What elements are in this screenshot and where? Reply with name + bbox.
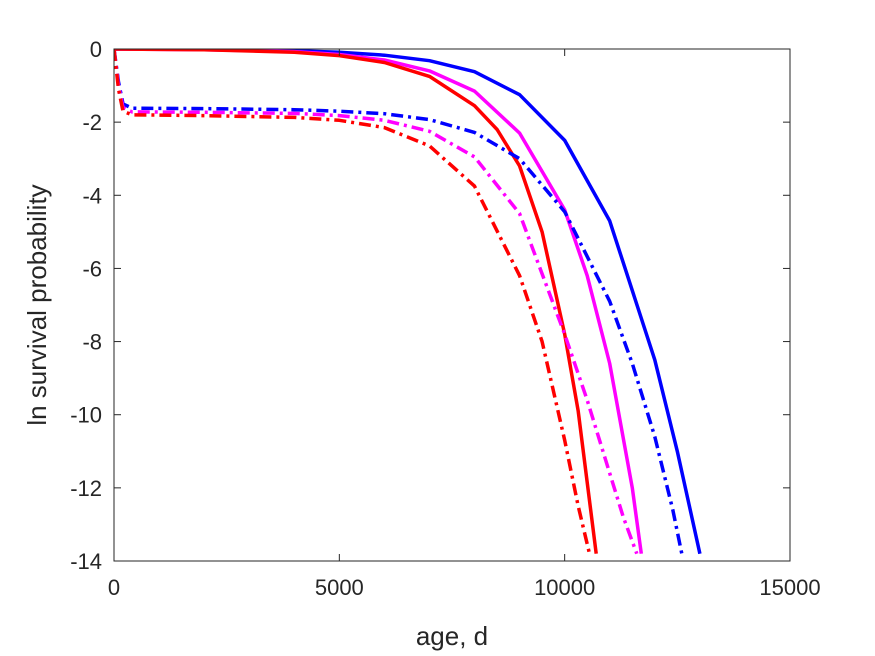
- plot-frame: [113, 48, 791, 562]
- series-line-6: [114, 49, 592, 555]
- series-line-5: [114, 49, 639, 555]
- y-tick-label: -6: [82, 256, 102, 281]
- x-axis-label: age, d: [416, 621, 488, 651]
- series-layer: [114, 49, 702, 555]
- x-tick-label: 5000: [315, 575, 364, 600]
- y-tick-label: -14: [70, 549, 102, 574]
- y-tick-label: -12: [70, 476, 102, 501]
- plot-area: [114, 49, 790, 561]
- y-tick-label: -10: [70, 403, 102, 428]
- y-axis-label: ln survival probability: [22, 184, 52, 425]
- x-tick-label: 10000: [534, 575, 595, 600]
- tick-layer: 0 5000 10000 15000 0 -2 -4 -6 -8 -10 -12 -14: [70, 37, 820, 600]
- x-tick-label: 15000: [759, 575, 820, 600]
- series-line-3: [114, 49, 598, 554]
- y-tick-label: 0: [90, 37, 102, 62]
- y-tick-label: -8: [82, 330, 102, 355]
- y-tick-label: -2: [82, 110, 102, 135]
- y-tick-label: -4: [82, 183, 102, 208]
- x-tick-label: 0: [108, 575, 120, 600]
